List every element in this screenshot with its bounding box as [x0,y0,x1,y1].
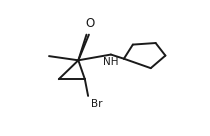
Text: Br: Br [91,98,103,109]
Text: O: O [86,17,95,30]
Text: NH: NH [103,57,118,67]
